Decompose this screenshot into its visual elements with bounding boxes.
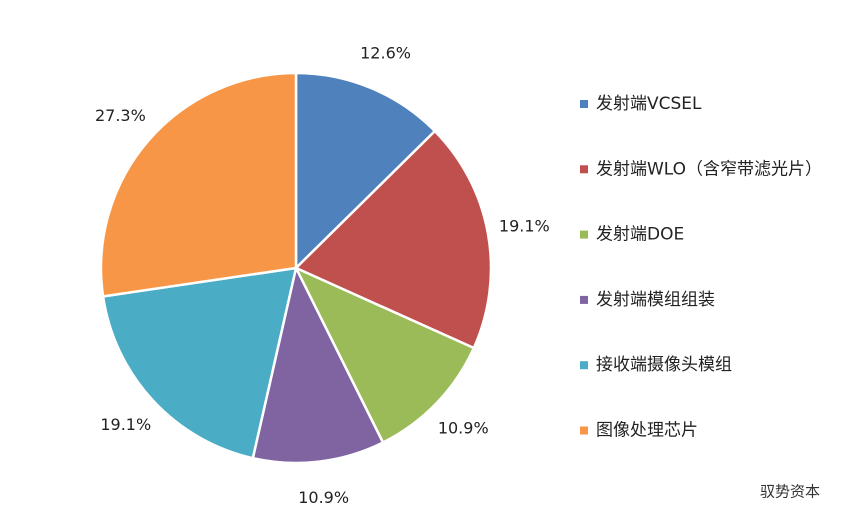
data-label: 12.6% [360,43,411,62]
watermark: 驭势资本 [760,483,820,501]
legend-text: 发射端WLO（含窄带滤光片） [596,159,822,179]
pie-slice [99,71,298,298]
pie-slice [293,265,476,445]
data-label: 19.1% [100,415,151,434]
legend-swatch [580,361,588,370]
data-label: 19.1% [499,216,550,235]
data-label: 27.3% [95,106,146,125]
legend-swatch [580,100,588,108]
pie-slice [294,71,437,271]
legend-swatch [580,426,588,435]
legend-swatch [580,165,588,174]
legend-text: 发射端模组组装 [596,290,715,310]
legend-swatch [580,295,588,304]
pie-slice [101,266,298,460]
data-label: 10.9% [438,418,489,437]
pie-slice [293,129,493,350]
legend-swatch [580,230,588,239]
legend-text: 图像处理芯片 [596,421,698,441]
legend-text: 发射端DOE [596,225,684,245]
legend-text: 接收端摄像头模组 [596,355,732,375]
data-label: 10.9% [298,488,349,507]
legend-text: 发射端VCSEL [596,94,702,114]
